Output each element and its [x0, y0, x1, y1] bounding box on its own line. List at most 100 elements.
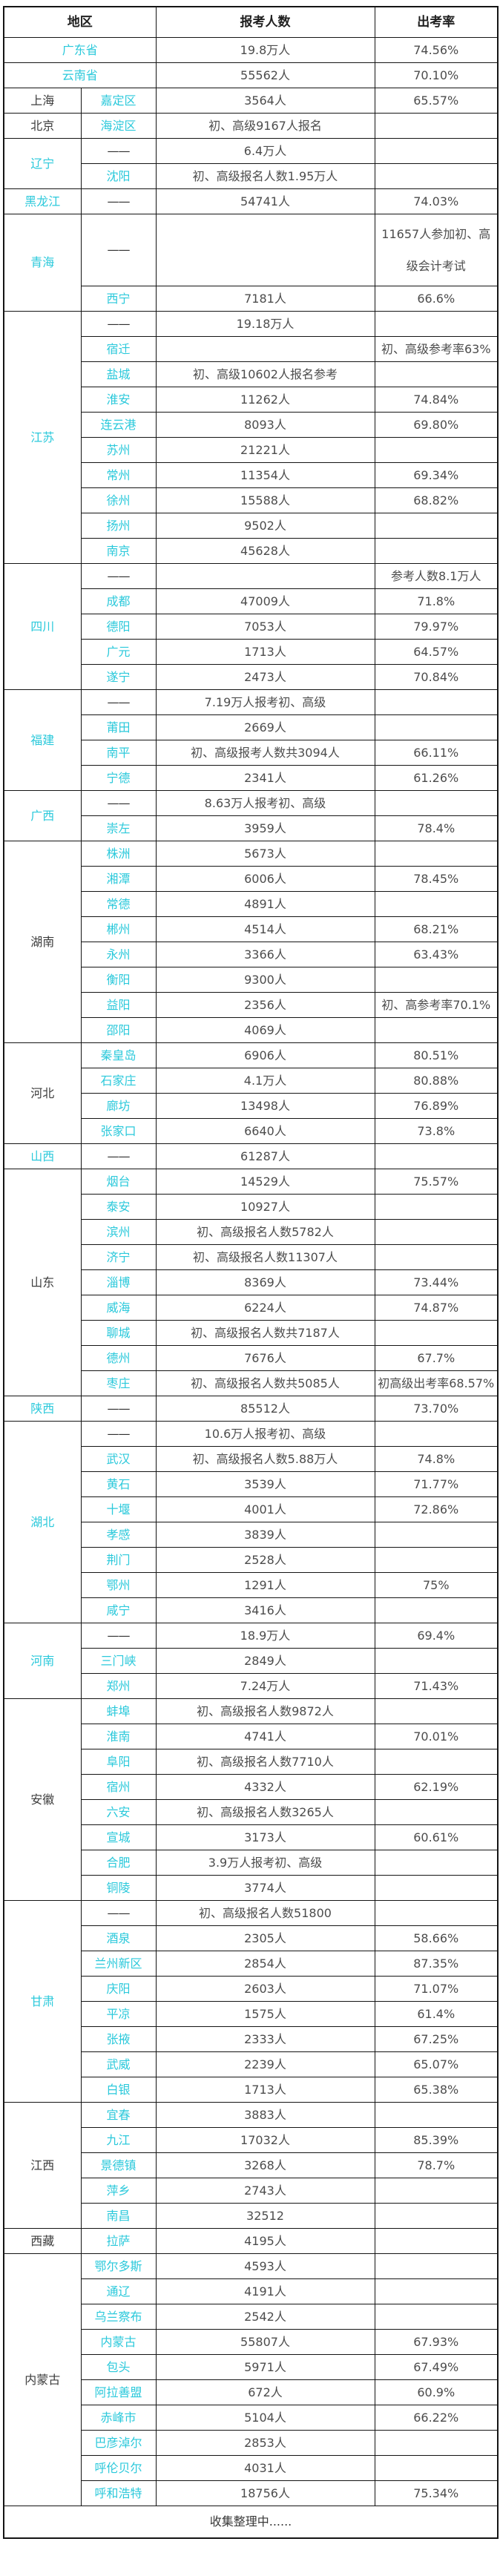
applicants-cell: 4332人	[155, 1774, 375, 1800]
table-row: 四川 —— 参考人数8.1万人	[3, 563, 499, 690]
table-row: 内蒙古 鄂尔多斯 4593人	[3, 2253, 499, 2506]
table-row: 宁德 2341人 61.26%	[4, 765, 499, 791]
table-row: 六安 初、高级报名人数3265人	[4, 1799, 499, 1825]
table-row: 甘肃 —— 初、高级报名人数51800	[3, 1900, 499, 2103]
applicants-cell: 1291人	[155, 1572, 375, 1598]
city-cell: 酒泉	[80, 1925, 157, 1951]
city-dash-cell: ——	[80, 138, 157, 164]
city-cell: 淄博	[80, 1269, 157, 1295]
table-row: 阿拉善盟 672人 60.9%	[4, 2379, 499, 2405]
rate-cell: 60.61%	[374, 1824, 499, 1850]
applicants-cell: 初、高级报名人数5782人	[155, 1219, 375, 1245]
city-cell: 阜阳	[80, 1749, 157, 1775]
city-cell: 聊城	[80, 1320, 157, 1346]
table-row: 衡阳 9300人	[4, 967, 499, 993]
applicants-cell: 初、高级报名人数3265人	[155, 1799, 375, 1825]
city-cell: 宿迁	[80, 336, 157, 362]
city-cell: 六安	[80, 1799, 157, 1825]
applicants-cell: 18.9万人	[155, 1623, 375, 1649]
province-cell: 山东	[3, 1169, 82, 1396]
city-dash-cell: ——	[80, 1421, 157, 1447]
city-cell: 沈阳	[80, 163, 157, 189]
city-cell: 常德	[80, 891, 157, 917]
rate-cell: 75%	[374, 1572, 499, 1598]
rate-cell: 75.34%	[374, 2480, 499, 2506]
province-cell: 黑龙江	[3, 188, 82, 214]
applicants-cell: 1575人	[155, 2001, 375, 2027]
applicants-cell: 19.18万人	[155, 311, 375, 337]
rate-cell	[374, 2455, 499, 2481]
applicants-cell: 7.24万人	[155, 1673, 375, 1699]
applicants-cell: 5971人	[155, 2354, 375, 2380]
city-cell: 鄂尔多斯	[80, 2253, 157, 2279]
rate-cell: 67.93%	[374, 2329, 499, 2355]
rate-cell: 80.88%	[374, 1068, 499, 1094]
rate-cell: 68.21%	[374, 916, 499, 942]
rate-cell: 58.66%	[374, 1925, 499, 1951]
rate-cell	[374, 1244, 499, 1270]
city-cell: 张掖	[80, 2026, 157, 2052]
table-row: 威海 6224人 74.87%	[4, 1295, 499, 1321]
applicants-cell: 4891人	[155, 891, 375, 917]
header-row: 地区 报考人数 出考率	[3, 6, 499, 38]
city-cell: 平凉	[80, 2001, 157, 2027]
table-row: 平凉 1575人 61.4%	[4, 2001, 499, 2027]
rate-cell	[374, 2178, 499, 2204]
applicants-cell	[155, 336, 375, 362]
rate-cell: 69.34%	[374, 462, 499, 488]
table-row: 咸宁 3416人	[4, 1597, 499, 1623]
applicants-cell: 4.1万人	[155, 1068, 375, 1094]
applicants-cell: 初、高级报名人数51800	[155, 1900, 375, 1926]
applicants-cell: 6906人	[155, 1042, 375, 1068]
table-row: 河北 秦皇岛 6906人 80.51%	[3, 1042, 499, 1144]
applicants-cell: 2603人	[155, 1976, 375, 2002]
applicants-cell: 2669人	[155, 714, 375, 740]
applicants-cell: 47009人	[155, 588, 375, 614]
city-dash-cell: ——	[80, 311, 157, 337]
rate-cell: 67.7%	[374, 1345, 499, 1371]
table-row: 淮南 4741人 70.01%	[4, 1724, 499, 1749]
rate-cell	[374, 967, 499, 993]
applicants-cell: 45628人	[155, 538, 375, 564]
applicants-cell: 7.19万人报考初、高级	[155, 689, 375, 715]
rate-cell	[374, 361, 499, 387]
table-row: 益阳 2356人 初、高参考率70.1%	[4, 992, 499, 1018]
applicants-cell: 9502人	[155, 513, 375, 539]
city-cell: 乌兰察布	[80, 2304, 157, 2330]
table-row: 德阳 7053人 79.97%	[4, 614, 499, 640]
rate-cell	[374, 1421, 499, 1447]
rate-cell: 67.25%	[374, 2026, 499, 2052]
table-header: 地区 报考人数 出考率	[3, 6, 499, 38]
table-row: 枣庄 初、高级报名人数共5085人 初高级出考率68.57%	[4, 1370, 499, 1396]
applicants-cell: 8369人	[155, 1269, 375, 1295]
rate-cell: 61.26%	[374, 765, 499, 791]
city-cell: 秦皇岛	[80, 1042, 157, 1068]
rate-cell: 62.19%	[374, 1774, 499, 1800]
province-cell: 内蒙古	[3, 2253, 82, 2506]
rate-cell: 71.8%	[374, 588, 499, 614]
applicants-cell: 3774人	[155, 1875, 375, 1901]
rate-cell	[374, 1875, 499, 1901]
province-cell: 河南	[3, 1623, 82, 1699]
table-row: 云南省 55562人 70.10%	[3, 62, 499, 88]
city-cell: 海淀区	[80, 113, 157, 139]
city-dash-cell: ——	[80, 1900, 157, 1926]
table-row: 武汉 初、高级报名人数5.88万人 74.8%	[4, 1446, 499, 1472]
rate-cell: 74.8%	[374, 1446, 499, 1472]
applicants-cell: 初、高级9167人报名	[155, 113, 375, 139]
city-cell: 通辽	[80, 2278, 157, 2304]
province-cell: 江苏	[3, 311, 82, 564]
city-cell: 南昌	[80, 2203, 157, 2229]
rate-cell: 65.38%	[374, 2077, 499, 2103]
applicants-cell: 2341人	[155, 765, 375, 791]
rate-cell	[374, 2203, 499, 2229]
city-cell: 衡阳	[80, 967, 157, 993]
rate-cell: 78.45%	[374, 866, 499, 892]
province-cell: 湖南	[3, 841, 82, 1043]
applicants-cell: 21221人	[155, 437, 375, 463]
city-cell: 烟台	[80, 1169, 157, 1195]
table-row: 山东 烟台 14529人 75.57%	[3, 1169, 499, 1396]
province-cell: 陕西	[3, 1396, 82, 1422]
applicants-cell: 11262人	[155, 387, 375, 413]
table-row: 南平 初、高级报考人数共3094人 66.11%	[4, 740, 499, 766]
